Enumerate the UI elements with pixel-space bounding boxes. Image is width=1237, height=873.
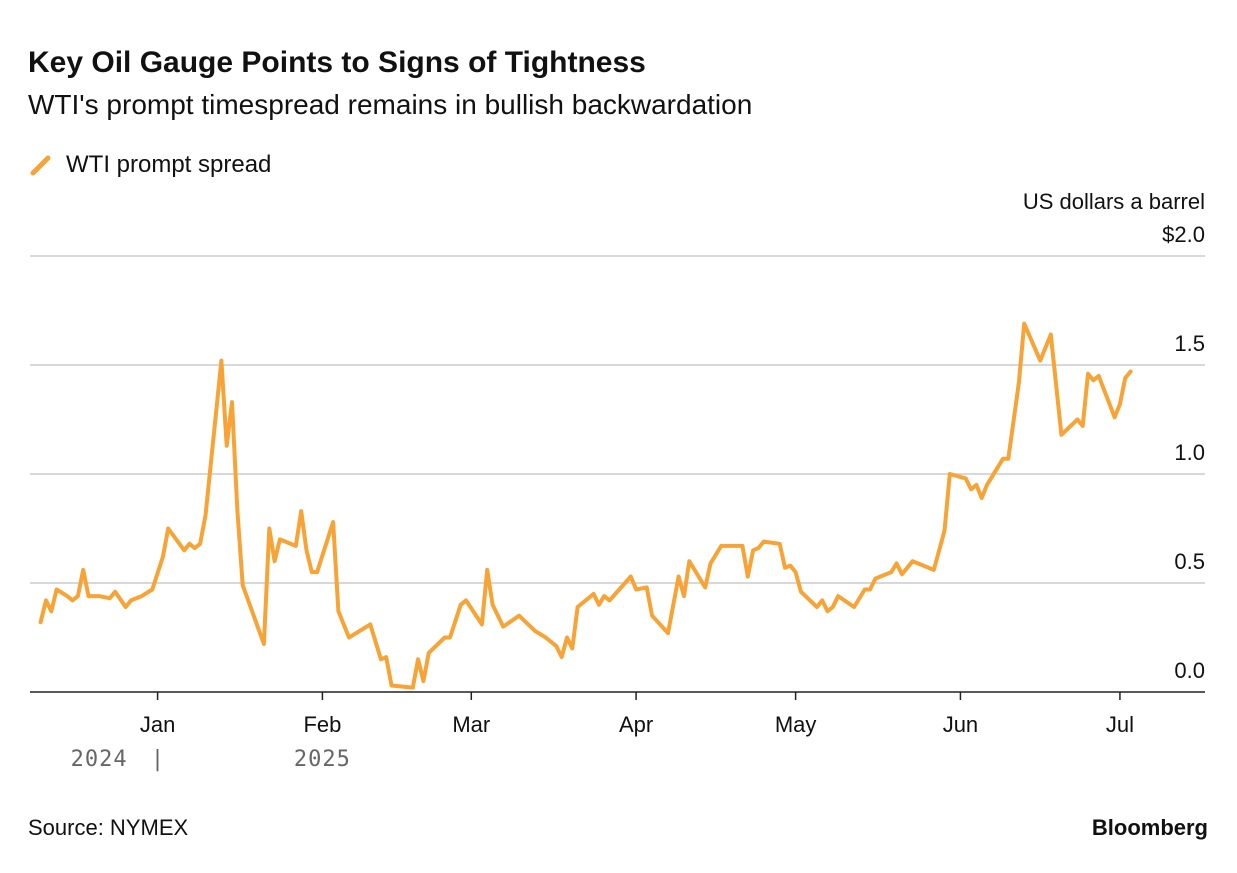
data-line (38, 321, 1133, 690)
y-tick-label: 1.0 (1174, 440, 1205, 465)
x-tick-label: May (775, 712, 817, 737)
legend-label: WTI prompt spread (66, 151, 271, 178)
y-axis-label: US dollars a barrel (1023, 189, 1205, 214)
chart-title: Key Oil Gauge Points to Signs of Tightne… (28, 46, 646, 79)
y-tick-label: 0.0 (1174, 658, 1205, 683)
brand: Bloomberg (1092, 815, 1208, 840)
y-tick-label: 1.5 (1174, 331, 1205, 356)
x-tick-label: Apr (619, 712, 653, 737)
x-tick-label: Mar (452, 712, 490, 737)
x-tick-label: Jun (943, 712, 978, 737)
legend-swatch (30, 155, 51, 176)
x-tick-label: Jan (140, 712, 175, 737)
year-separator: | (151, 747, 165, 772)
source: Source: NYMEX (28, 815, 188, 840)
x-tick-label: Feb (303, 712, 341, 737)
y-tick-label: 0.5 (1174, 549, 1205, 574)
y-tick-label: $2.0 (1162, 222, 1205, 247)
x-tick-label: Jul (1106, 712, 1134, 737)
year-label: 2024 (71, 747, 128, 772)
year-label: 2025 (294, 747, 351, 772)
chart-subtitle: WTI's prompt timespread remains in bulli… (28, 89, 752, 120)
